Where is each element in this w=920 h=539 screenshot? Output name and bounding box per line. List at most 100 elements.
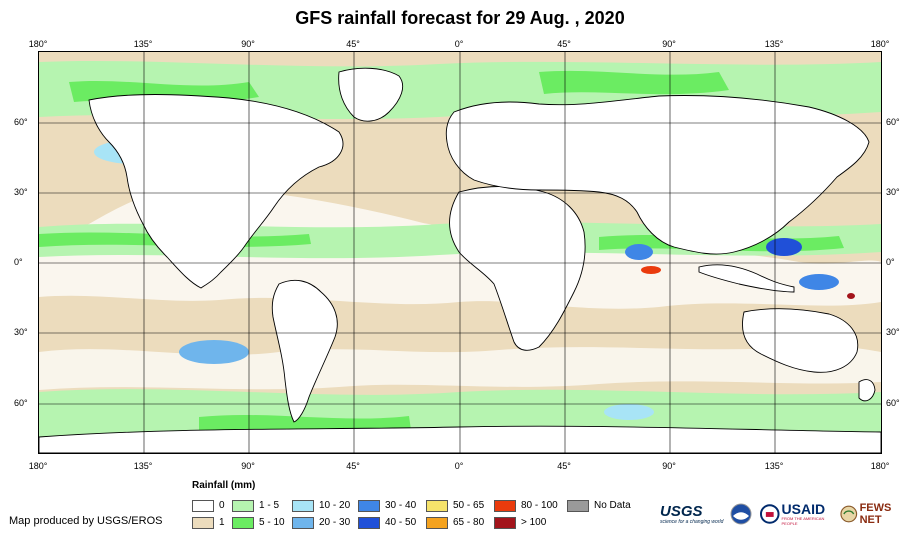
rain-30-40-cell [799,274,839,290]
legend-swatch [292,499,314,512]
usaid-seal-icon [760,504,780,524]
lon-tick-bottom: 90° [241,461,255,471]
lon-tick-top: 45° [557,39,571,49]
maritime-southeast-asia [698,264,795,293]
lon-tick-top: 90° [662,39,676,49]
lon-tick-bottom: 135° [133,461,153,471]
legend-item: 20 - 30 [292,516,350,529]
noaa-logo[interactable] [730,497,760,531]
usaid-logo[interactable]: USAID FROM THE AMERICAN PEOPLE [760,497,840,531]
legend-swatch [567,499,589,512]
legend-item: 30 - 40 [358,499,416,512]
legend-item: 1 [192,516,225,529]
legend-swatch [292,516,314,529]
legend-label: No Data [594,500,631,511]
north-america [88,94,344,289]
rain-10-20-cell [604,404,654,420]
lon-tick-bottom: 45° [557,461,571,471]
greenland [338,67,403,122]
rain-30-40-cell [625,244,653,260]
legend-label: 0 [219,500,225,511]
legend-item: 40 - 50 [358,516,416,529]
usaid-logo-text: USAID [781,501,826,517]
usgs-logo[interactable]: USGS science for a changing world [660,497,730,531]
eurasia [445,95,870,255]
lat-tick-right: 0° [886,257,895,267]
legend-item: 0 [192,499,225,512]
legend-swatch [232,516,254,529]
legend-swatch [358,499,380,512]
lon-tick-top: 135° [133,39,153,49]
legend-item: No Data [567,499,631,512]
usgs-tagline: science for a changing world [660,518,724,525]
lon-tick-bottom: 180° [28,461,48,471]
legend-label: 20 - 30 [319,517,351,528]
rain-40-50-cell [766,238,802,256]
continent-outlines [39,67,881,453]
lon-tick-bottom: 135° [764,461,784,471]
graticule [39,52,881,453]
map-title: GFS rainfall forecast for 29 Aug. , 2020 [295,8,625,28]
lat-tick-left: 0° [14,257,23,267]
legend-item: 50 - 65 [426,499,484,512]
legend-label: 65 - 80 [453,517,485,528]
legend-label: > 100 [521,517,547,528]
rain-over-100-cell [847,293,855,299]
africa [449,185,586,351]
legend-item: > 100 [494,516,546,529]
logo-strip: USGS science for a changing world USAID … [660,497,915,531]
usaid-wordmark: USAID FROM THE AMERICAN PEOPLE [782,502,840,526]
lat-tick-left: 60° [14,117,28,127]
legend-swatch [192,516,214,529]
legend-label: 1 - 5 [259,500,280,511]
rainfall-map[interactable] [38,51,882,454]
lat-tick-right: 60° [886,398,900,408]
legend-swatch [426,516,448,529]
legend-item: 80 - 100 [494,499,558,512]
lat-tick-right: 30° [886,327,900,337]
legend-swatch [358,516,380,529]
lon-tick-top: 0° [454,39,464,49]
rain-5-10-patch [539,70,729,95]
lon-tick-top: 45° [346,39,360,49]
south-america [271,279,338,423]
legend-swatch [232,499,254,512]
noaa-emblem-icon [730,503,752,525]
lon-tick-top: 180° [870,39,890,49]
legend-item: 65 - 80 [426,516,484,529]
legend-label: 1 [219,517,225,528]
map-svg [39,52,881,453]
legend-label: 40 - 50 [385,517,417,528]
lon-tick-top: 180° [28,39,48,49]
legend-label: 30 - 40 [385,500,417,511]
legend-swatch [494,499,516,512]
lat-tick-right: 60° [886,117,900,127]
lat-tick-left: 30° [14,327,28,337]
legend-label: 10 - 20 [319,500,351,511]
australia [742,308,859,373]
legend-item: 1 - 5 [232,499,279,512]
legend-swatch [426,499,448,512]
legend-swatch [192,499,214,512]
lat-tick-right: 30° [886,187,900,197]
usgs-logo-text: USGS [660,502,703,520]
rain-20-30-cell [179,340,249,364]
lon-tick-top: 90° [241,39,255,49]
rain-80-100-cell [641,266,661,274]
legend-label: 50 - 65 [453,500,485,511]
new-zealand [858,379,876,402]
lon-tick-bottom: 180° [870,461,890,471]
fewsnet-globe-icon [840,505,858,523]
fewsnet-logo[interactable]: FEWS NET [840,497,915,531]
lon-tick-bottom: 45° [346,461,360,471]
credit-text: Map produced by USGS/EROS [9,515,163,527]
legend-swatch [494,516,516,529]
legend-label: 80 - 100 [521,500,558,511]
lat-tick-left: 30° [14,187,28,197]
legend-item: 10 - 20 [292,499,350,512]
lon-tick-top: 135° [764,39,784,49]
lon-tick-bottom: 0° [454,461,464,471]
legend-label: 5 - 10 [259,517,285,528]
lon-tick-bottom: 90° [662,461,676,471]
legend-title: Rainfall (mm) [192,480,256,491]
